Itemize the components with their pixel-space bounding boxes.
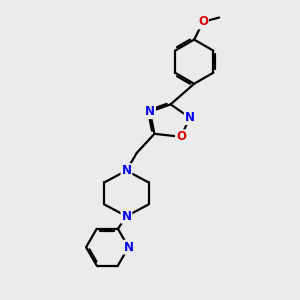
Text: N: N [145, 105, 155, 118]
Text: N: N [185, 111, 195, 124]
Text: N: N [122, 164, 131, 177]
Text: N: N [122, 210, 131, 223]
Text: N: N [124, 241, 134, 254]
Text: O: O [198, 15, 208, 28]
Text: O: O [176, 130, 186, 143]
